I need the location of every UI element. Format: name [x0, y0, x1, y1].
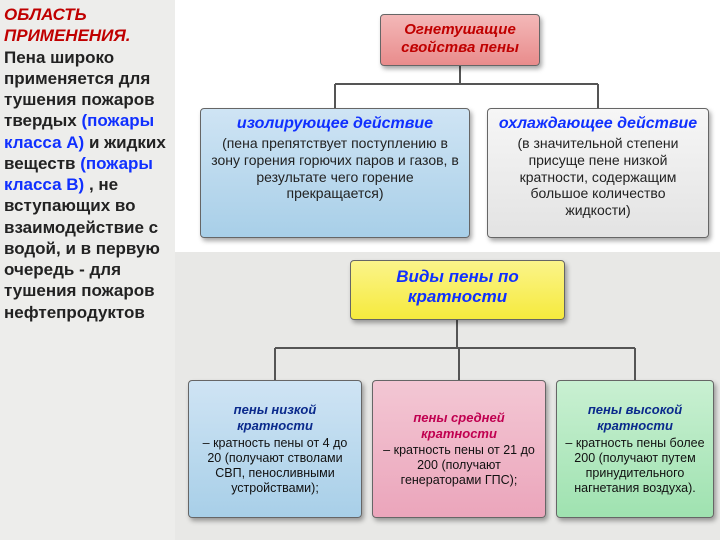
root-foam-kinds-label: Виды пены по кратности [396, 267, 519, 306]
kind-mid-desc: – кратность пены от 21 до 200 (получают … [381, 443, 537, 488]
kind-mid-title: пены средней кратности [381, 410, 537, 441]
kind-high-desc: – кратность пены более 200 (получают пут… [565, 436, 705, 496]
sidebar-p3: , не вступающих во взаимодействие с водо… [4, 175, 160, 322]
effect-cooling-desc: (в значительной степени присуще пене низ… [496, 135, 700, 219]
kind-high-title: пены высокой кратности [565, 402, 705, 433]
kind-high: пены высокой кратности – кратность пены … [556, 380, 714, 518]
kind-low: пены низкой кратности – кратность пены о… [188, 380, 362, 518]
sidebar-title: ОБЛАСТЬ ПРИМЕНЕНИЯ. [4, 5, 131, 45]
effect-isolating-desc: (пена препятствует поступлению в зону го… [209, 135, 461, 202]
effect-cooling-title: охлаждающее действие [496, 115, 700, 133]
effect-cooling: охлаждающее действие (в значительной сте… [487, 108, 709, 238]
effect-isolating: изолирующее действие (пена препятствует … [200, 108, 470, 238]
kind-low-title: пены низкой кратности [197, 402, 353, 433]
root-fire-props-label: Огнетушащие свойства пены [401, 21, 519, 56]
root-foam-kinds: Виды пены по кратности [350, 260, 565, 320]
sidebar-text: ОБЛАСТЬ ПРИМЕНЕНИЯ. Пена широко применяе… [4, 4, 174, 323]
effect-isolating-title: изолирующее действие [209, 115, 461, 133]
root-fire-props: Огнетушащие свойства пены [380, 14, 540, 66]
kind-mid: пены средней кратности – кратность пены … [372, 380, 546, 518]
kind-low-desc: – кратность пены от 4 до 20 (получают ст… [197, 436, 353, 496]
